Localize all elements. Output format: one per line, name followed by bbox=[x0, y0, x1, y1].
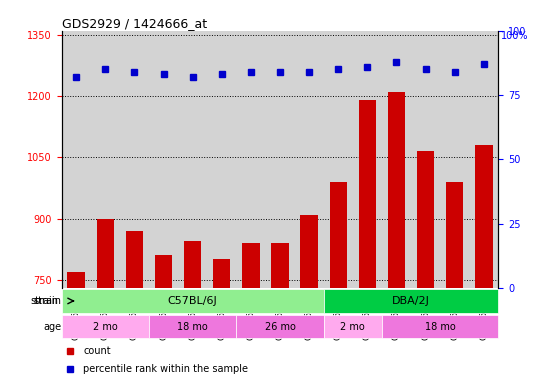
Text: 18 mo: 18 mo bbox=[425, 322, 455, 332]
Bar bbox=[125, 231, 143, 384]
Text: 2 mo: 2 mo bbox=[93, 322, 118, 332]
Text: 18 mo: 18 mo bbox=[178, 322, 208, 332]
Bar bbox=[67, 272, 85, 384]
Bar bbox=[184, 241, 202, 384]
Text: percentile rank within the sample: percentile rank within the sample bbox=[83, 364, 249, 374]
Text: GDS2929 / 1424666_at: GDS2929 / 1424666_at bbox=[62, 17, 207, 30]
Bar bbox=[417, 151, 435, 384]
Text: strain: strain bbox=[31, 296, 59, 306]
Bar bbox=[155, 255, 172, 384]
Bar bbox=[242, 243, 260, 384]
FancyBboxPatch shape bbox=[324, 290, 498, 313]
FancyBboxPatch shape bbox=[324, 315, 382, 338]
Text: count: count bbox=[83, 346, 111, 356]
Text: 2 mo: 2 mo bbox=[340, 322, 365, 332]
FancyBboxPatch shape bbox=[382, 315, 498, 338]
FancyBboxPatch shape bbox=[62, 290, 324, 313]
Bar bbox=[329, 182, 347, 384]
Text: 26 mo: 26 mo bbox=[264, 322, 296, 332]
FancyBboxPatch shape bbox=[62, 315, 149, 338]
FancyBboxPatch shape bbox=[236, 315, 324, 338]
Bar bbox=[446, 182, 464, 384]
Text: DBA/2J: DBA/2J bbox=[392, 296, 430, 306]
Bar bbox=[213, 260, 231, 384]
Text: strain: strain bbox=[34, 296, 62, 306]
Bar bbox=[475, 145, 493, 384]
Text: age: age bbox=[44, 322, 62, 332]
Text: C57BL/6J: C57BL/6J bbox=[168, 296, 217, 306]
Text: 100%: 100% bbox=[501, 31, 529, 41]
Bar bbox=[96, 218, 114, 384]
Bar bbox=[358, 100, 376, 384]
Bar bbox=[388, 92, 405, 384]
Bar bbox=[271, 243, 289, 384]
FancyBboxPatch shape bbox=[149, 315, 236, 338]
Bar bbox=[300, 215, 318, 384]
